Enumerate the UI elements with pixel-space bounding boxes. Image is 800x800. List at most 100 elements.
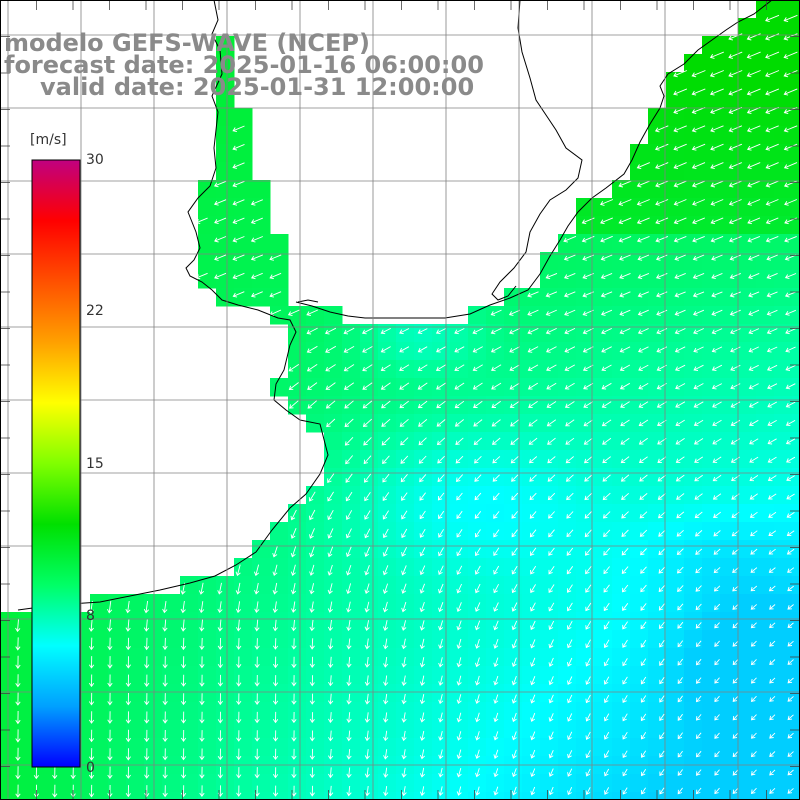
wind-arrow	[585, 547, 592, 556]
wind-arrow	[713, 567, 721, 574]
wind-arrow	[746, 88, 761, 96]
wind-arrow	[456, 675, 462, 686]
speed-cell	[144, 774, 163, 793]
wind-arrow	[622, 750, 628, 758]
wind-arrow	[749, 511, 758, 518]
wind-arrow	[364, 749, 370, 760]
wind-arrow	[659, 676, 665, 685]
wind-arrow	[659, 732, 665, 740]
wind-arrow	[364, 565, 370, 576]
speed-cell	[594, 450, 613, 469]
wind-arrow	[638, 364, 649, 372]
wind-arrow	[401, 583, 407, 594]
wind-arrow	[732, 695, 739, 702]
speed-cell	[432, 486, 451, 505]
wind-arrow	[198, 601, 205, 614]
wind-arrow	[511, 602, 518, 612]
wind-arrow	[493, 547, 500, 557]
wind-arrow	[291, 675, 297, 687]
speed-cell	[162, 594, 181, 613]
wind-arrow	[600, 291, 613, 298]
speed-cell	[270, 792, 289, 800]
speed-cell	[594, 288, 613, 307]
wind-arrow	[585, 694, 591, 704]
wind-arrow	[401, 675, 407, 686]
speed-cell	[594, 504, 613, 523]
speed-cell	[792, 468, 800, 487]
speed-cell	[486, 360, 505, 379]
wind-arrow	[749, 475, 759, 482]
speed-cell	[756, 540, 775, 559]
wind-arrow	[696, 640, 702, 647]
speed-cell	[702, 774, 721, 793]
speed-cell	[738, 162, 757, 181]
wind-arrow	[236, 693, 242, 705]
wind-arrow	[383, 638, 389, 650]
wind-arrow	[272, 767, 279, 779]
wind-arrow	[438, 529, 444, 538]
wind-arrow	[567, 676, 573, 686]
wind-arrow	[232, 143, 245, 151]
speed-cell	[702, 738, 721, 757]
wind-arrow	[107, 637, 113, 651]
speed-cell	[342, 468, 361, 487]
speed-cell	[612, 288, 631, 307]
wind-arrow	[584, 492, 593, 501]
wind-arrow	[748, 309, 760, 316]
speed-cell	[702, 252, 721, 271]
speed-cell	[612, 216, 631, 235]
wind-arrow	[438, 730, 444, 741]
speed-cell	[756, 126, 775, 145]
speed-cell	[756, 720, 775, 739]
wind-arrow	[250, 272, 263, 280]
wind-arrow	[747, 235, 761, 243]
wind-arrow	[655, 162, 669, 170]
speed-cell	[792, 288, 800, 307]
wind-arrow	[677, 640, 684, 648]
speed-cell	[684, 198, 703, 217]
wind-arrow	[563, 291, 576, 298]
wind-arrow	[619, 328, 631, 335]
wind-arrow	[748, 401, 759, 408]
wind-arrow	[604, 768, 610, 777]
wind-arrow	[180, 637, 187, 651]
wind-arrow	[765, 14, 780, 23]
wind-arrow	[254, 748, 260, 761]
speed-cell	[774, 180, 793, 199]
speed-cell	[216, 612, 235, 631]
wind-arrow	[640, 566, 647, 574]
wind-arrow	[769, 640, 776, 647]
wind-arrow	[309, 785, 315, 797]
wind-arrow	[677, 695, 683, 703]
wind-arrow	[548, 529, 555, 538]
wind-arrow	[125, 637, 131, 651]
wind-arrow	[675, 364, 686, 372]
wind-arrow	[585, 566, 592, 575]
wind-arrow	[658, 548, 666, 556]
wind-arrow	[232, 125, 245, 133]
wind-arrow	[491, 437, 501, 445]
wind-arrow	[343, 382, 355, 390]
speed-cell	[378, 648, 397, 667]
wind-arrow	[732, 585, 739, 592]
wind-arrow	[639, 511, 648, 519]
speed-cell	[360, 414, 379, 433]
speed-cell	[288, 576, 307, 595]
speed-cell	[756, 252, 775, 271]
speed-cell	[702, 630, 721, 649]
wind-arrow	[659, 769, 665, 777]
speed-cell	[720, 774, 739, 793]
wind-arrow	[787, 732, 794, 739]
wind-arrow	[345, 528, 352, 539]
speed-cell	[378, 720, 397, 739]
speed-cell	[594, 666, 613, 685]
speed-cell	[702, 72, 721, 91]
speed-cell	[0, 738, 19, 757]
speed-cell	[774, 270, 793, 289]
wind-arrow	[785, 383, 796, 390]
wind-arrow	[749, 456, 759, 463]
wind-arrow	[399, 382, 410, 390]
speed-cell	[756, 54, 775, 73]
wind-arrow	[474, 694, 480, 704]
wind-arrow	[382, 620, 389, 631]
